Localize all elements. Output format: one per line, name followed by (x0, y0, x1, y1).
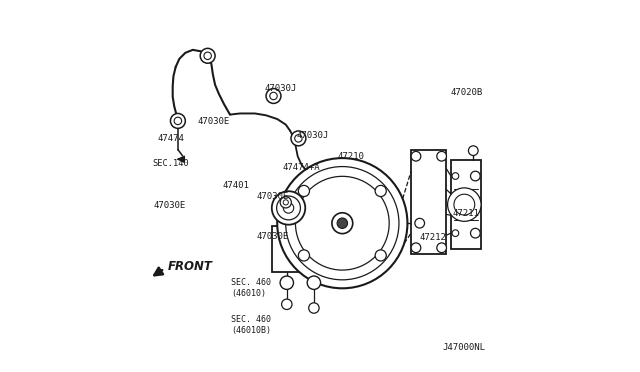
Circle shape (470, 228, 480, 238)
Circle shape (454, 194, 475, 215)
Circle shape (437, 243, 447, 253)
Text: 47210: 47210 (338, 152, 365, 161)
FancyBboxPatch shape (411, 150, 447, 254)
Text: 47020B: 47020B (451, 88, 483, 97)
Text: 47030E: 47030E (257, 192, 289, 201)
Circle shape (332, 213, 353, 234)
Circle shape (272, 191, 305, 225)
Circle shape (470, 171, 480, 181)
Circle shape (280, 276, 294, 289)
Circle shape (298, 185, 310, 196)
Circle shape (280, 197, 291, 208)
Circle shape (296, 176, 389, 270)
Text: 47474: 47474 (157, 134, 184, 143)
Text: 47030E: 47030E (154, 201, 186, 210)
Text: 47030E: 47030E (197, 118, 230, 126)
Text: SEC. 460: SEC. 460 (232, 278, 271, 287)
Circle shape (468, 146, 478, 155)
Circle shape (375, 250, 387, 261)
Circle shape (452, 230, 459, 237)
Text: 47030J: 47030J (265, 84, 297, 93)
Circle shape (270, 92, 277, 100)
Circle shape (291, 131, 306, 146)
Text: J47000NL: J47000NL (443, 343, 486, 352)
Circle shape (337, 218, 348, 228)
Circle shape (375, 185, 387, 196)
Text: SEC.140: SEC.140 (152, 159, 189, 168)
Text: 47212: 47212 (420, 233, 447, 242)
Text: 47474+A: 47474+A (283, 163, 321, 172)
Circle shape (282, 299, 292, 310)
Circle shape (308, 303, 319, 313)
Circle shape (277, 158, 408, 288)
Text: 47030J: 47030J (297, 131, 329, 140)
Circle shape (452, 173, 459, 179)
Circle shape (447, 188, 481, 221)
Circle shape (285, 167, 399, 280)
Text: 47030E: 47030E (257, 232, 289, 241)
Circle shape (284, 203, 294, 213)
FancyBboxPatch shape (451, 160, 481, 249)
Circle shape (298, 250, 310, 261)
Text: FRONT: FRONT (168, 260, 213, 273)
Circle shape (200, 48, 215, 63)
Circle shape (204, 52, 211, 60)
Text: (46010B): (46010B) (232, 326, 271, 335)
Text: 47401: 47401 (223, 182, 250, 190)
Text: (46010): (46010) (232, 289, 266, 298)
Circle shape (307, 276, 321, 289)
Circle shape (283, 200, 289, 205)
Circle shape (266, 89, 281, 103)
Circle shape (174, 117, 182, 125)
Circle shape (294, 135, 302, 142)
Circle shape (411, 151, 421, 161)
Circle shape (437, 151, 447, 161)
Circle shape (170, 113, 186, 128)
FancyBboxPatch shape (273, 226, 330, 272)
Text: SEC. 460: SEC. 460 (232, 315, 271, 324)
Circle shape (276, 196, 300, 220)
Text: 47211: 47211 (452, 209, 479, 218)
Circle shape (415, 218, 424, 228)
Circle shape (411, 243, 421, 253)
